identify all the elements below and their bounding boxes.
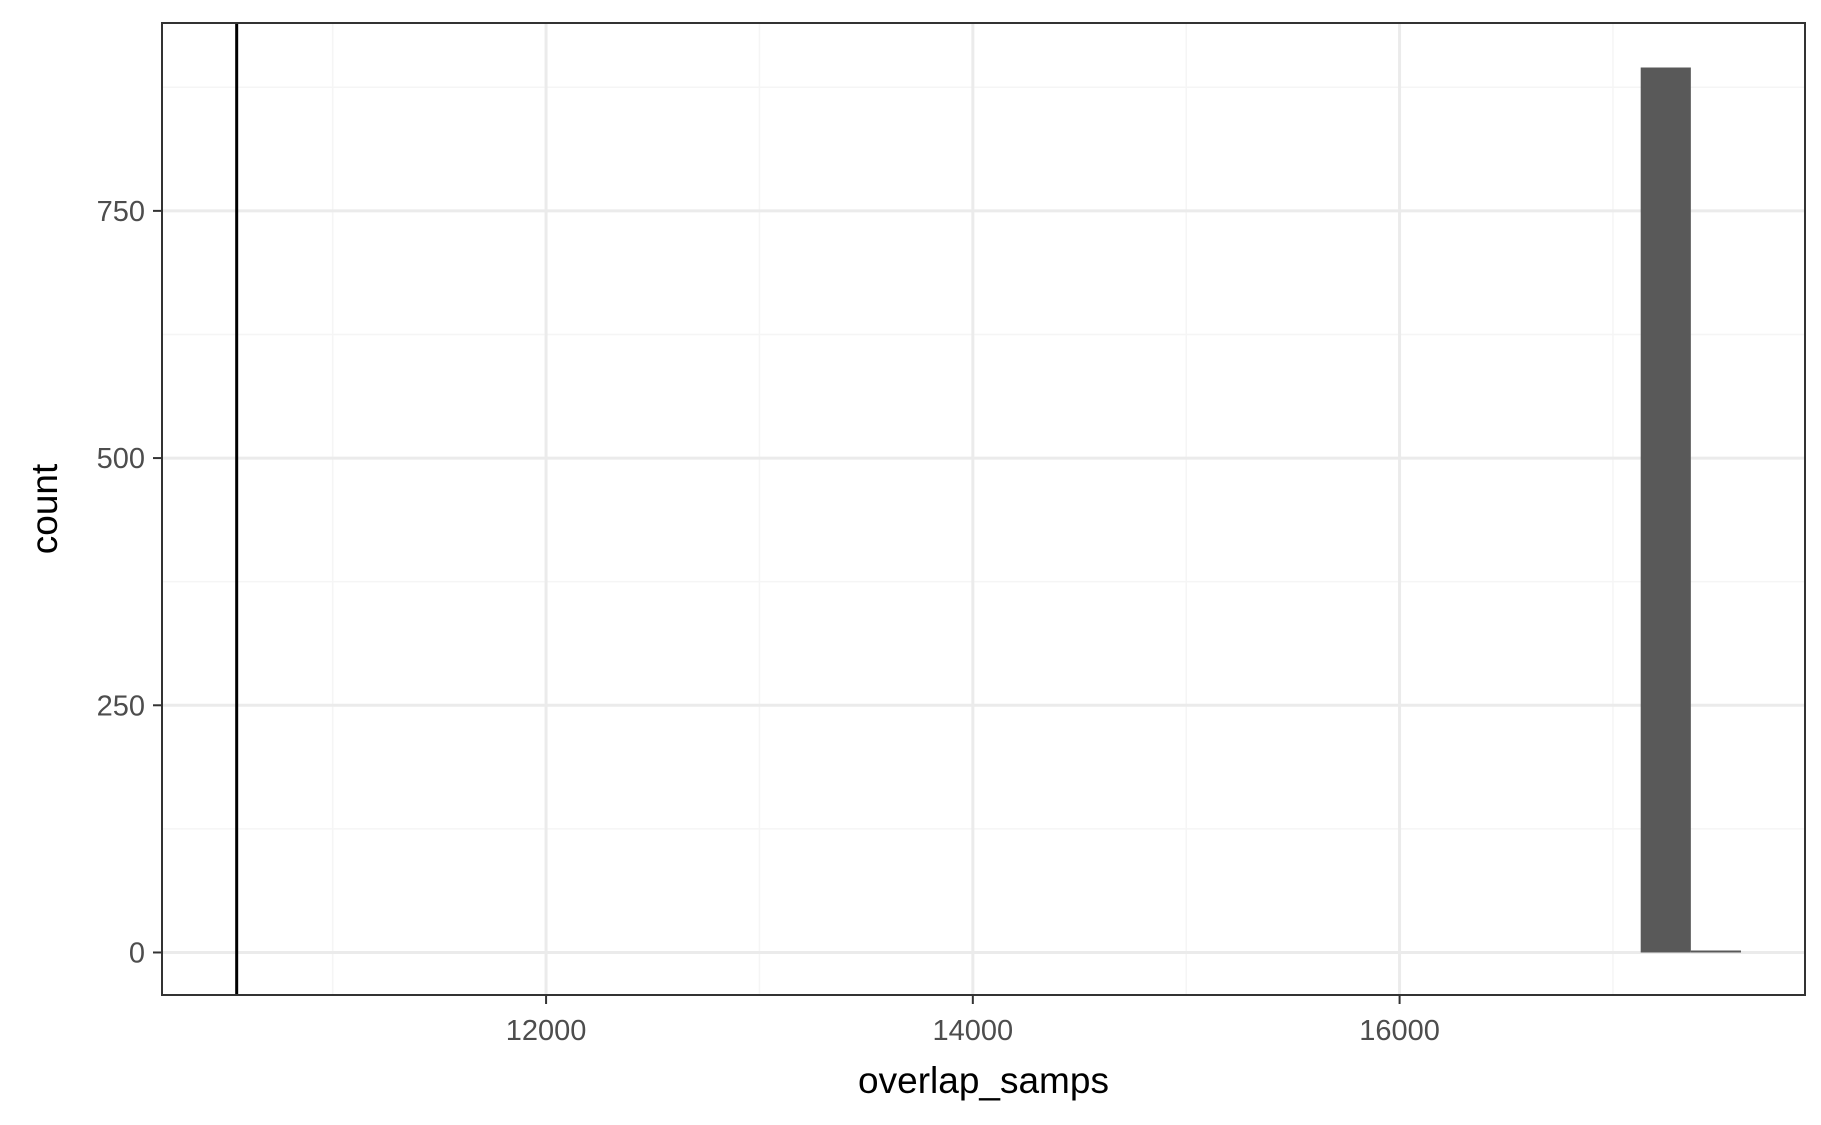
histogram-bars: [1640, 67, 1741, 953]
x-tick-label: 12000: [506, 1015, 587, 1047]
panel-border: [161, 22, 1806, 996]
y-tick-label: 500: [97, 443, 145, 475]
y-tick-label: 0: [129, 937, 145, 969]
x-tick-label: 16000: [1359, 1015, 1440, 1047]
x-tick-label: 14000: [933, 1015, 1014, 1047]
y-tick-label: 750: [97, 196, 145, 228]
major-gridlines: [162, 23, 1805, 995]
x-axis: 12000 14000 16000: [506, 995, 1440, 1047]
x-axis-title: overlap_samps: [858, 1060, 1109, 1101]
minor-gridlines: [162, 23, 1805, 995]
y-axis-title: count: [24, 463, 65, 554]
histogram-bar: [1640, 67, 1691, 953]
y-axis: 0 250 500 750: [97, 196, 162, 969]
y-tick-label: 250: [97, 690, 145, 722]
plot-panel: [161, 22, 1806, 996]
histogram-bar: [1690, 950, 1741, 953]
